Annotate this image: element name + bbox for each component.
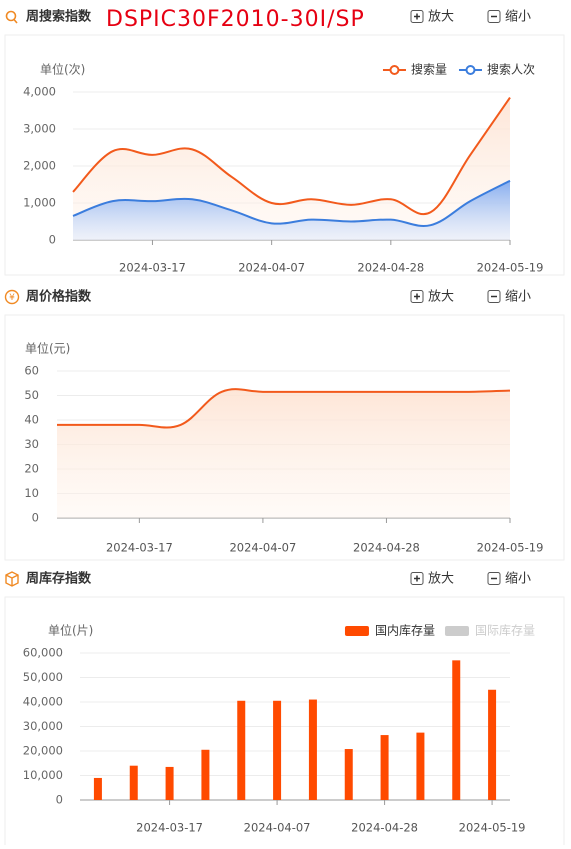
zoom-out[interactable]: 缩小 [505, 571, 531, 587]
line [72, 179, 511, 227]
bar [416, 732, 425, 800]
bar [488, 689, 497, 800]
x-tick-label: 2024-04-28 [353, 541, 420, 555]
bar [452, 660, 461, 800]
bar [201, 749, 210, 800]
plus [414, 575, 420, 582]
zoom-in[interactable]: 放大 [428, 290, 454, 305]
search-icon [5, 10, 18, 24]
price-icon: ¥ [4, 289, 20, 305]
bar [380, 735, 389, 800]
legend-label: 国内库存量 [375, 623, 435, 638]
bar [237, 700, 246, 800]
bar [273, 700, 282, 800]
y-tick-label: 0 [49, 233, 56, 247]
y-tick-label: 20,000 [23, 744, 63, 758]
unit-label: 单位(元) [25, 341, 70, 356]
zoom-out[interactable]: 缩小 [505, 289, 531, 305]
x-tick-label: 2024-04-28 [351, 821, 418, 835]
y-tick-label: 30 [24, 437, 39, 451]
plus [414, 13, 420, 20]
legend-swatch [389, 65, 400, 75]
zoom-out[interactable]: 缩小 [505, 9, 531, 25]
x-tick-label: 2024-04-28 [357, 261, 424, 275]
bar [129, 765, 138, 800]
x-tick-label: 2024-04-07 [238, 261, 305, 275]
y-tick-label: 0 [32, 511, 39, 525]
legend-label: 搜索人次 [487, 62, 535, 77]
panel [4, 314, 565, 561]
bar [165, 766, 174, 800]
y-tick-label: 50,000 [23, 670, 63, 684]
panel-title: 周库存指数 [26, 571, 92, 587]
zoom-in[interactable]: 放大 [428, 572, 454, 587]
bar [93, 777, 102, 800]
legend-label: 国际库存量 [475, 623, 535, 638]
x-tick-label: 2024-03-17 [119, 261, 186, 275]
y-tick-label: 1,000 [23, 196, 56, 210]
plus [414, 293, 420, 300]
y-tick-label: 20 [24, 462, 39, 476]
x-tick-label: 2024-05-19 [477, 261, 544, 275]
y-tick-label: 2,000 [23, 159, 56, 173]
y-tick-label: 0 [56, 793, 63, 807]
svg-text:¥: ¥ [9, 293, 15, 303]
legend-swatch [444, 626, 469, 636]
y-tick-label: 40 [24, 413, 39, 427]
y-tick-label: 60,000 [23, 646, 63, 660]
bar [344, 749, 353, 800]
legend-swatch [465, 65, 476, 75]
part-title: DSPIC30F2010-30I/SP [106, 7, 365, 32]
x-tick-label: 2024-05-19 [459, 821, 526, 835]
bar [308, 699, 317, 800]
legend-swatch [344, 626, 369, 636]
zoom-in[interactable]: 放大 [428, 10, 454, 25]
unit-label: 单位(片) [48, 623, 93, 638]
panel-title: 周搜索指数 [26, 9, 92, 25]
y-tick-label: 10 [24, 486, 39, 500]
x-tick-label: 2024-03-17 [106, 541, 173, 555]
x-tick-label: 2024-04-07 [244, 821, 311, 835]
line [57, 388, 511, 429]
x-tick-label: 2024-04-07 [229, 541, 296, 555]
y-tick-label: 3,000 [23, 122, 56, 136]
panel [4, 34, 565, 276]
y-tick-label: 50 [24, 388, 39, 402]
legend-label: 搜索量 [411, 62, 447, 77]
area [57, 389, 510, 518]
line [72, 96, 511, 216]
panel-title: 周价格指数 [26, 289, 92, 305]
y-tick-label: 4,000 [23, 85, 56, 99]
box-icon [5, 571, 19, 587]
y-tick-label: 60 [24, 364, 39, 378]
y-tick-label: 10,000 [23, 768, 63, 782]
unit-label: 单位(次) [40, 62, 85, 77]
x-tick-label: 2024-05-19 [477, 541, 544, 555]
area [73, 180, 510, 240]
x-tick-label: 2024-03-17 [136, 821, 203, 835]
y-tick-label: 30,000 [23, 719, 63, 733]
y-tick-label: 40,000 [23, 695, 63, 709]
